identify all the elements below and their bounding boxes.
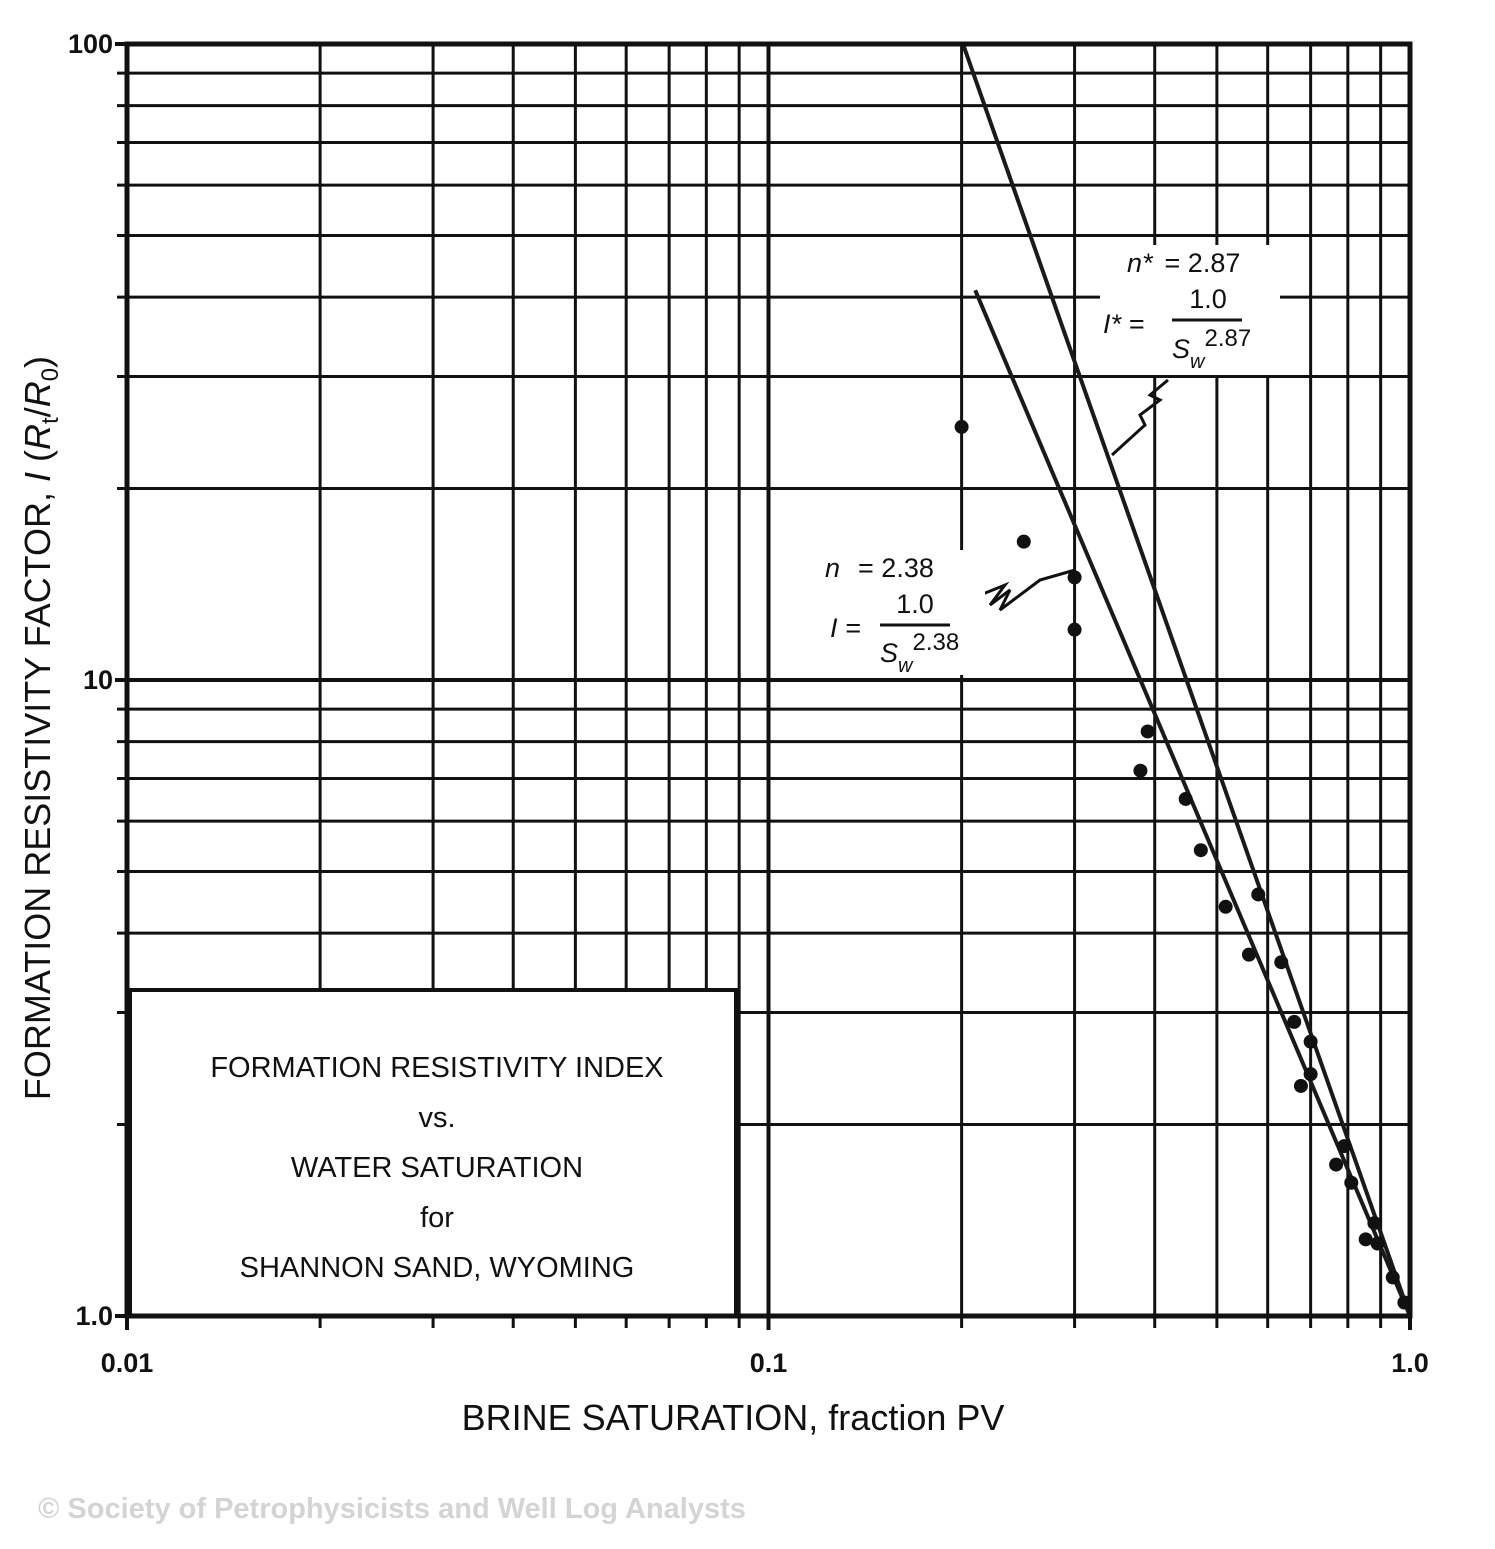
marks <box>954 43 1412 1317</box>
numerator: 1.0 <box>1189 284 1227 314</box>
x-tick-label: 0.1 <box>750 1348 788 1378</box>
copyright: © Society of Petrophysicists and Well Lo… <box>38 1493 746 1525</box>
box-text: FORMATION RESISTIVITY INDEX vs. WATER SATU… <box>210 1052 663 1284</box>
box-text-line: for <box>420 1202 454 1234</box>
y-label-slash: / <box>17 407 58 417</box>
annotation-bg <box>1100 245 1280 375</box>
leader <box>1110 378 1169 457</box>
exponent: 2.38 <box>912 629 959 656</box>
data-point <box>1241 947 1256 962</box>
data-point <box>1287 1014 1302 1029</box>
subscript: w <box>1190 351 1206 373</box>
data-point <box>1303 1034 1318 1049</box>
leader <box>967 568 1076 612</box>
y-label-r: R <box>17 381 58 407</box>
data-point <box>1303 1067 1318 1082</box>
denominator: Sw2.38 <box>880 629 959 677</box>
data-point <box>1178 791 1193 806</box>
n-label: n* <box>1127 248 1154 278</box>
y-label-open: ( <box>17 450 58 472</box>
y-tick-label: 10 <box>83 665 113 695</box>
annotation: n* = 2.87 I* = 1.0 Sw2.87 n = 2.38 I = 1.0… <box>825 248 1251 677</box>
x-axis-label: BRINE SATURATION, fraction PV <box>462 1397 1005 1438</box>
i-label: I = <box>830 613 861 643</box>
data-point <box>1370 1236 1385 1251</box>
y-label-sub: 0 <box>37 368 64 381</box>
data-point <box>1293 1078 1308 1093</box>
data-point <box>1367 1216 1382 1231</box>
i-label: I* = <box>1103 309 1144 339</box>
data-point <box>1329 1157 1344 1172</box>
data-point <box>1218 899 1233 914</box>
x-tick-label: 0.01 <box>101 1348 154 1378</box>
data-point <box>1140 724 1155 739</box>
n-value: = 2.87 <box>1165 248 1241 278</box>
annotation-n: n = 2.38 <box>825 553 934 583</box>
box-text-line: SHANNON SAND, WYOMING <box>240 1252 635 1284</box>
y-label-close: ) <box>17 356 58 368</box>
subscript: w <box>898 655 914 677</box>
box-text-line: FORMATION RESISTIVITY INDEX <box>210 1052 663 1084</box>
data-point <box>1385 1270 1400 1285</box>
numerator: 1.0 <box>896 589 934 619</box>
data-point <box>1344 1175 1359 1190</box>
data-point <box>1358 1232 1373 1247</box>
data-point <box>1251 887 1266 902</box>
data-point <box>1016 534 1031 549</box>
y-axis-label: FORMATION RESISTIVITY FACTOR, I (Rt/R0) <box>17 356 64 1100</box>
data-point <box>1067 570 1082 585</box>
annotation-bg <box>815 550 985 675</box>
y-tick-label: 1.0 <box>75 1301 113 1331</box>
y-label-prefix: FORMATION RESISTIVITY FACTOR, <box>17 482 58 1100</box>
annotation-n: n* = 2.87 <box>1127 248 1240 278</box>
y-label-sub: t <box>37 417 64 424</box>
base: S <box>1172 334 1190 364</box>
y-label-symbol: I <box>17 472 58 482</box>
data-point <box>1133 763 1148 778</box>
y-tick-label: 100 <box>68 29 113 59</box>
title-box <box>128 988 738 1318</box>
data-point <box>1193 843 1208 858</box>
n-value: = 2.38 <box>858 553 934 583</box>
y-label-r: R <box>17 424 58 450</box>
exponent: 2.87 <box>1204 325 1251 352</box>
fit-line <box>973 289 1412 1317</box>
box-text-line: vs. <box>418 1102 455 1134</box>
box-text-line: WATER SATURATION <box>291 1152 583 1184</box>
data-point <box>1067 622 1082 637</box>
base: S <box>880 638 898 668</box>
data-point <box>954 419 969 434</box>
data-point <box>1274 955 1289 970</box>
data-point <box>1337 1139 1352 1154</box>
n-label: n <box>825 553 840 583</box>
plot-frame <box>124 41 1413 1319</box>
denominator: Sw2.87 <box>1172 325 1251 373</box>
x-tick-label: 1.0 <box>1391 1348 1429 1378</box>
fit-line <box>961 43 1412 1317</box>
